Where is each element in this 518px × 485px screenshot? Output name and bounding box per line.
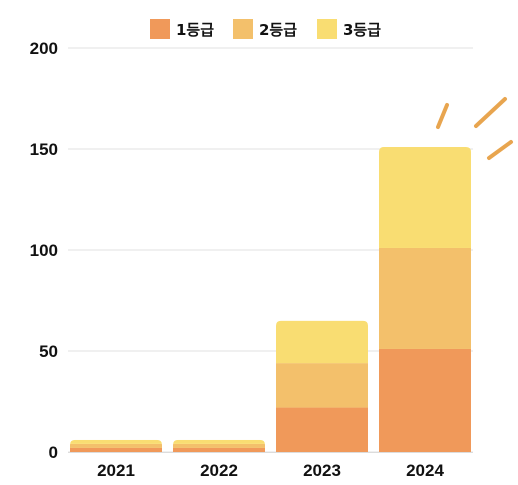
bar-segment: [173, 447, 265, 452]
bar-segment: [173, 439, 265, 444]
bar-segment: [276, 320, 368, 364]
y-tick-label: 200: [30, 39, 58, 58]
bar-segment: [379, 247, 471, 349]
sparkle-decoration: [436, 97, 513, 160]
legend-swatch: [150, 19, 170, 39]
y-tick-label: 50: [39, 342, 58, 361]
bars: [70, 146, 471, 452]
legend: 1등급 2등급 3등급: [150, 19, 381, 39]
bar-stack-2024: [379, 146, 471, 452]
bar-stack-2021: [70, 439, 162, 452]
x-tick-label: 2021: [97, 461, 135, 480]
bar-segment: [70, 443, 162, 448]
y-axis: 0 50 100 150 200: [30, 39, 58, 462]
y-tick-label: 100: [30, 241, 58, 260]
bar-segment: [70, 439, 162, 444]
bar-segment: [70, 447, 162, 452]
legend-label: 2등급: [259, 21, 297, 39]
y-tick-label: 0: [49, 443, 58, 462]
legend-swatch: [317, 19, 337, 39]
sparkle-stroke: [436, 103, 449, 129]
bar-stack-2023: [276, 320, 368, 452]
x-tick-label: 2023: [303, 461, 341, 480]
sparkle-stroke: [474, 97, 507, 128]
legend-label: 1등급: [176, 21, 214, 39]
y-tick-label: 150: [30, 140, 58, 159]
bar-segment: [276, 363, 368, 408]
legend-swatch: [233, 19, 253, 39]
bar-stack-2022: [173, 439, 265, 452]
bar-segment: [379, 348, 471, 452]
sparkle-stroke: [487, 140, 513, 160]
bar-segment: [379, 146, 471, 248]
x-axis: 2021 2022 2023 2024: [68, 452, 473, 480]
x-tick-label: 2022: [200, 461, 238, 480]
bar-segment: [276, 407, 368, 452]
bar-segment: [173, 443, 265, 448]
legend-label: 3등급: [343, 21, 381, 39]
x-tick-label: 2024: [406, 461, 444, 480]
